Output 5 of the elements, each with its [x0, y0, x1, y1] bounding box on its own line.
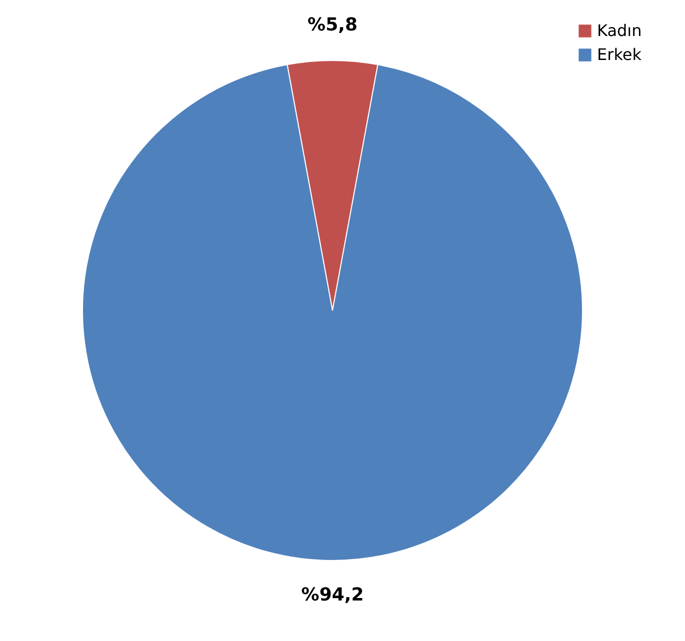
legend-label: Kadın — [597, 21, 642, 40]
data-label: %94,2 — [301, 584, 364, 606]
data-label: %5,8 — [308, 14, 358, 36]
pie-slice — [82, 64, 583, 561]
legend-label: Erkek — [597, 45, 642, 64]
